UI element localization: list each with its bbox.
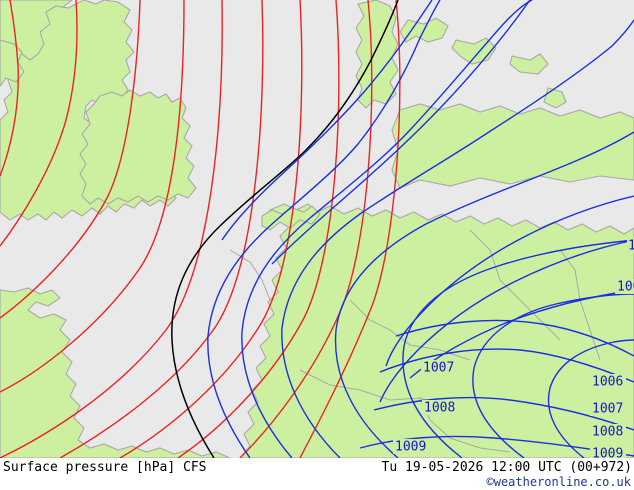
isobar-label: 1005: [615, 279, 634, 295]
land-france: [0, 287, 231, 458]
label-backing: [590, 401, 626, 416]
label-backing: [421, 360, 457, 375]
coastline-internal-border-1: [469, 229, 561, 341]
land-baltic-island: [509, 53, 549, 75]
isobar-red-8: [177, 0, 340, 458]
isobar-label: 1008: [590, 424, 626, 440]
isobar-blue-1006-outer: [334, 131, 634, 458]
landmass-layer: [0, 0, 634, 458]
label-backing: [422, 400, 458, 415]
isobar-label: 1008: [422, 400, 458, 416]
isobar-label-layer: 1007 1008 1009 1005 1006: [393, 238, 634, 458]
isobar-label: 1006: [590, 374, 626, 390]
isobar-red-1: [0, 0, 19, 177]
isobar-red-4: [0, 0, 185, 393]
isobar-label: 1009: [590, 447, 626, 459]
isobar-label-text: 1008: [592, 425, 623, 440]
pressure-chart-canvas[interactable]: 1007 1008 1009 1005 1006: [0, 0, 634, 458]
isobar-label-text: 1007: [592, 402, 623, 417]
isobar-label-text: 1006: [592, 375, 623, 390]
isobar-label: 1009: [393, 439, 429, 455]
isobar-label-text: 1007: [423, 361, 454, 376]
isobar-red-10: [299, 0, 401, 458]
isobar-red-6: [59, 0, 264, 458]
isobar-label-text: 1009: [592, 447, 623, 459]
land-england-wales: [79, 89, 197, 205]
label-backing: [590, 374, 626, 389]
pressure-contour-svg: 1007 1008 1009 1005 1006: [0, 0, 634, 458]
isobar-blue-1008-outer: [241, 0, 533, 458]
label-backing: [627, 238, 634, 253]
copyright-credit: ©weatheronline.co.uk: [486, 475, 632, 489]
label-backing: [615, 279, 634, 294]
isobar-blue-1007-label-line: [379, 348, 634, 383]
isobar-blue-1005-band: [402, 239, 634, 458]
coastline-internal-border-2: [349, 299, 471, 361]
footer-bar: Surface pressure [hPa] CFS Tu 19-05-2026…: [0, 458, 634, 490]
isobars-low-pressure: [207, 0, 634, 458]
isobar-label: 1007: [590, 401, 626, 417]
isobar-red-2: [0, 0, 78, 247]
isobar-blue-1008-label-line: [373, 396, 634, 431]
isobar-label-text: 1008: [424, 401, 455, 416]
isobar-blue-ne-2: [271, 0, 531, 265]
label-backing: [393, 439, 429, 454]
isobar-label: 1: [627, 238, 634, 254]
coastline-internal-border-6: [229, 249, 271, 301]
isobar-red-7: [119, 0, 303, 458]
label-backing: [590, 447, 626, 458]
isobar-red-3: [0, 0, 141, 319]
isobar-blue-1009-outer: [207, 0, 441, 458]
isobar-blue-1007-outer: [281, 19, 634, 458]
isobar-black-1010: [171, 0, 399, 458]
isobar-label-text: 1: [628, 239, 634, 254]
isobars-reference-line: [171, 0, 399, 458]
isobar-label: 1007: [421, 360, 457, 376]
isobar-label-text: 1009: [395, 440, 426, 455]
isobar-blue-core: [547, 339, 634, 458]
land-continental-europe: [239, 203, 634, 458]
isobar-label-text: 1005: [617, 280, 634, 295]
label-backing: [590, 424, 626, 439]
product-title: Surface pressure [hPa] CFS: [3, 460, 207, 475]
forecast-timestamp: Tu 19-05-2026 12:00 UTC (00+972): [381, 460, 632, 475]
isobar-blue-ne-1: [221, 0, 433, 241]
isobar-blue-upper-2: [379, 239, 634, 403]
isobar-blue-1006-label-line: [395, 319, 634, 357]
isobar-blue-upper-3: [409, 289, 634, 379]
